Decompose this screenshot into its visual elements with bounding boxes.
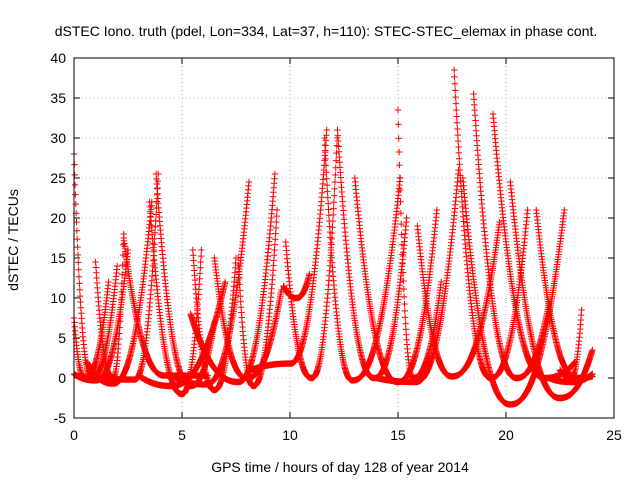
- series-track: [247, 126, 330, 374]
- series-track: [556, 306, 585, 382]
- y-tick-label: 15: [50, 250, 66, 266]
- data-point-markers: [546, 370, 596, 386]
- series-track: [546, 370, 596, 386]
- y-tick-label: -5: [54, 410, 67, 426]
- y-tick-label: 0: [58, 370, 66, 386]
- chart-title: dSTEC Iono. truth (pdel, Lon=334, Lat=37…: [55, 23, 598, 39]
- data-point-markers: [489, 110, 579, 382]
- plot-frame: [73, 57, 615, 419]
- y-tick-label: 40: [50, 50, 66, 66]
- x-tick-label: 10: [282, 427, 298, 443]
- x-tick-label: 5: [178, 427, 186, 443]
- series-track: [235, 206, 281, 390]
- y-tick-label: 5: [58, 330, 66, 346]
- series-track: [373, 166, 462, 386]
- series-track: [172, 178, 253, 388]
- data-point-markers: [556, 306, 585, 382]
- data-point-markers: [247, 126, 330, 374]
- data-point-markers: [373, 166, 462, 386]
- x-tick-label: 25: [606, 427, 622, 443]
- x-tick-label: 20: [498, 427, 514, 443]
- data-point-markers: [235, 206, 281, 390]
- y-tick-label: 30: [50, 130, 66, 146]
- data-point-markers: [189, 246, 240, 394]
- series-track: [489, 110, 579, 382]
- series-track: [282, 126, 341, 382]
- series-track: [189, 246, 240, 394]
- y-tick-label: 10: [50, 290, 66, 306]
- y-tick-label: 35: [50, 90, 66, 106]
- x-tick-label: 0: [70, 427, 78, 443]
- y-axis-label: dSTEC / TECUs: [5, 189, 21, 291]
- y-tick-label: 20: [50, 210, 66, 226]
- series-track: [280, 270, 313, 302]
- data-point-markers: [280, 270, 313, 302]
- x-tick-label: 15: [390, 427, 406, 443]
- x-axis-label: GPS time / hours of day 128 of year 2014: [211, 459, 469, 475]
- data-marks: [70, 66, 596, 408]
- y-tick-label: 25: [50, 170, 66, 186]
- data-point-markers: [172, 178, 253, 388]
- data-point-markers: [282, 126, 341, 382]
